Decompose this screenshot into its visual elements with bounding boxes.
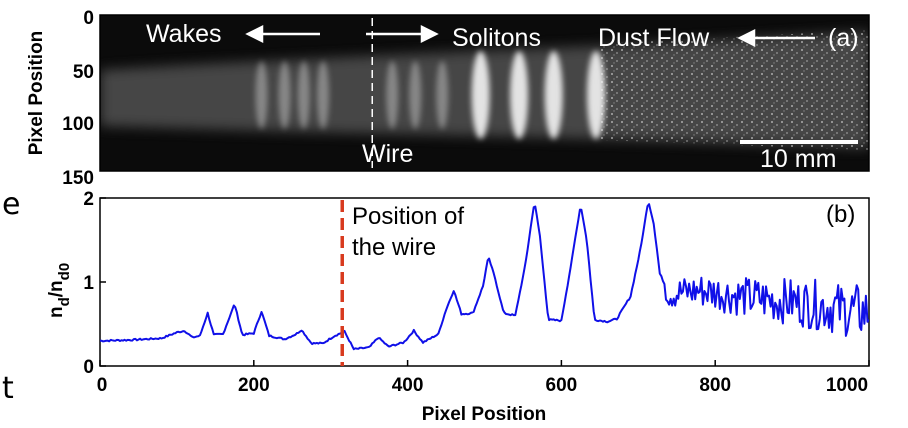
b-xaxis: 0 200 400 600 800 1000 [97, 360, 870, 396]
soliton-front [510, 51, 529, 139]
wire-label: Wire [362, 140, 413, 168]
soliton-front [386, 61, 399, 129]
b-ytick-label: 2 [83, 189, 94, 210]
soliton-front [587, 51, 606, 139]
soliton-front [255, 61, 268, 129]
b-xlabel: Pixel Position [422, 404, 547, 425]
wakes-arrow-head-icon [245, 24, 264, 44]
b-xtick-label: 800 [699, 375, 731, 396]
a-ytick-0: 0 [83, 8, 94, 29]
solitons-label: Solitons [452, 24, 541, 52]
panel-a-yaxis: 0 50 100 150 Pixel Position [26, 8, 94, 189]
wire-annotation-line2: the wire [352, 234, 436, 261]
soliton-front [544, 51, 563, 139]
b-yaxis: 0 1 2 [83, 189, 106, 378]
soliton-front [297, 61, 310, 129]
soliton-front [278, 61, 291, 129]
a-ylabel: Pixel Position [26, 31, 47, 156]
panel-b: 0 200 400 600 800 1000 0 1 2 Position of the wi… [46, 189, 870, 425]
wire-annotation-line1: Position of [352, 203, 464, 230]
image-frame [99, 14, 870, 172]
b-ylabel-sub-d0: d0 [56, 263, 73, 281]
b-ylabel-over-n: /n [46, 280, 67, 297]
scale-bar-label: 10 mm [760, 145, 836, 173]
b-xtick-label: 200 [238, 375, 270, 396]
b-ylabel-sub-d: d [56, 297, 73, 306]
b-ytick-label: 1 [83, 273, 94, 294]
cropped-fragment-t: t [2, 371, 14, 406]
cropped-fragment-e: e [2, 187, 20, 222]
soliton-front [471, 51, 490, 139]
a-ytick-50: 50 [73, 62, 94, 83]
panel-a-tag: (a) [828, 24, 859, 52]
b-ytick-label: 0 [83, 357, 94, 378]
b-ylabel-n: n [46, 306, 67, 318]
b-xtick-label: 600 [546, 375, 578, 396]
dust-flow-arrow-head-icon [737, 28, 756, 48]
b-ylabel: nd/nd0 [46, 263, 73, 318]
density-series-line [100, 203, 869, 351]
soliton-front [409, 61, 422, 129]
solitons-arrow-head-icon [420, 24, 439, 44]
b-xtick-label: 400 [392, 375, 424, 396]
b-xtick-label: 0 [97, 375, 108, 396]
a-ytick-150: 150 [62, 168, 94, 189]
soliton-front [436, 61, 449, 129]
b-xtick-label: 1000 [826, 375, 868, 396]
arrows [245, 24, 815, 48]
soliton-front [317, 61, 330, 129]
a-ytick-100: 100 [62, 114, 94, 135]
soliton-fronts [255, 51, 606, 139]
panel-b-tag: (b) [826, 201, 855, 228]
wakes-label: Wakes [146, 20, 221, 48]
panel-a: Wakes Solitons Dust Flow (a) Wire 10 mm … [26, 8, 870, 189]
plasma-image [100, 15, 869, 171]
dust-flow-label: Dust Flow [598, 24, 710, 52]
